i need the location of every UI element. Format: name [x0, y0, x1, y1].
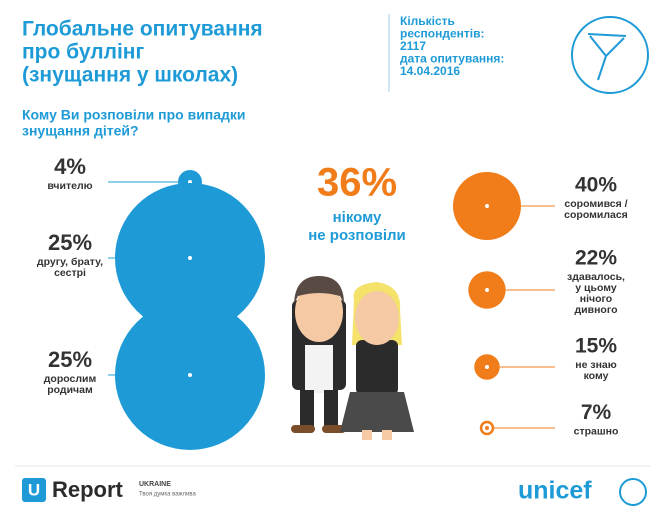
- unicef-logo: unicef: [518, 477, 592, 505]
- value-label: 36%: [317, 161, 397, 205]
- survey-info: дата опитування:: [400, 52, 504, 66]
- category-label: дорослим: [44, 373, 97, 385]
- title: Глобальне опитування: [22, 18, 263, 41]
- category-label: соромився /: [564, 198, 627, 210]
- title: (знущання у школах): [22, 64, 238, 87]
- category-label: здавалось,: [567, 271, 625, 283]
- category-label: родичам: [47, 384, 93, 396]
- value-label: 7%: [581, 401, 612, 424]
- ureport-logo-letter: U: [28, 480, 40, 499]
- category-label: не знаю: [575, 359, 616, 371]
- bubble-dot: [188, 256, 192, 260]
- bubble-dot: [485, 204, 489, 208]
- ureport-logo-box: [22, 478, 46, 502]
- bubble-dot: [485, 288, 489, 292]
- category-label: страшно: [574, 425, 619, 437]
- category-label: нікому: [333, 209, 382, 226]
- category-label: сестрі: [54, 267, 86, 279]
- unicef-emblem: [619, 478, 647, 506]
- question: знущання дітей?: [22, 123, 139, 139]
- category-label: кому: [584, 370, 609, 382]
- ureport-tagline: Твоя думка важлива: [139, 492, 197, 498]
- slingshot-icon: [571, 16, 649, 94]
- title: про буллінг: [22, 41, 144, 64]
- value-label: 25%: [48, 347, 92, 372]
- category-label: нічого: [580, 293, 612, 305]
- survey-info: Кількість: [400, 14, 455, 28]
- category-label: вчителю: [47, 180, 92, 192]
- category-label: другу, брату,: [37, 256, 103, 268]
- people-illustration: [291, 276, 414, 440]
- survey-info: 14.04.2016: [400, 64, 460, 78]
- survey-info: респондентів:: [400, 27, 484, 41]
- category-label: дивного: [575, 304, 618, 316]
- survey-info: 2117: [400, 39, 426, 53]
- value-label: 25%: [48, 230, 92, 255]
- ureport-country: UKRAINE: [139, 481, 171, 488]
- value-label: 4%: [54, 154, 86, 179]
- bubble-dot: [188, 180, 192, 184]
- value-label: 15%: [575, 335, 617, 358]
- value-label: 40%: [575, 174, 617, 197]
- category-label: у цьому: [575, 282, 617, 294]
- bubble-dot: [485, 426, 489, 430]
- category-label: не розповіли: [308, 227, 406, 244]
- category-label: соромилася: [564, 209, 628, 221]
- value-label: 22%: [575, 247, 617, 270]
- bubble-dot: [485, 365, 489, 369]
- bubble-dot: [188, 373, 192, 377]
- question: Кому Ви розповіли про випадки: [22, 107, 246, 123]
- ureport-logo-text: Report: [52, 477, 124, 502]
